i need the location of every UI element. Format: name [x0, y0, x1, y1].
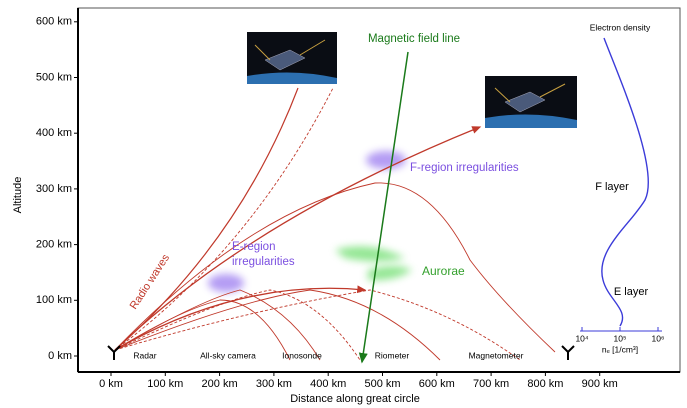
- density-tick-label: 10⁵: [614, 333, 627, 343]
- y-tick-label: 100 km: [36, 294, 72, 306]
- satellite: [485, 76, 577, 128]
- antenna: [107, 345, 121, 360]
- y-tick-label: 0 km: [48, 350, 72, 362]
- y-tick-label: 400 km: [36, 127, 72, 139]
- y-axis-title: Altitude: [12, 177, 24, 214]
- radio-rays: [114, 87, 556, 361]
- e-layer-label: E layer: [614, 286, 649, 298]
- y-tick-label: 200 km: [36, 239, 72, 251]
- density-profile: [601, 37, 649, 327]
- density-title: Electron density: [590, 22, 651, 32]
- antenna: [561, 345, 575, 360]
- e-region-blob: [208, 274, 244, 292]
- density-tick-label: 10⁴: [575, 333, 588, 343]
- instrument-label: Riometer: [375, 350, 410, 360]
- f-region-blob: [366, 151, 406, 169]
- x-tick-label: 0 km: [99, 378, 123, 390]
- y-tick-label: 500 km: [36, 71, 72, 83]
- instrument-label: Ionosonde: [282, 350, 322, 360]
- instrument-label: Radar: [133, 350, 156, 360]
- aurorae-label: Aurorae: [422, 264, 465, 278]
- instrument-label: Magnetometer: [469, 350, 524, 360]
- y-tick-label: 300 km: [36, 183, 72, 195]
- aurora-blob: [368, 266, 412, 281]
- density-axis-label: nₑ [1/cm³]: [602, 344, 638, 354]
- aurora-blob: [335, 246, 405, 262]
- x-tick-label: 900 km: [582, 378, 618, 390]
- field-line-label: Magnetic field line: [368, 33, 460, 45]
- satellite: [247, 32, 337, 84]
- field-line: [358, 51, 409, 364]
- x-tick-label: 100 km: [147, 378, 183, 390]
- x-tick-label: 200 km: [202, 378, 238, 390]
- x-tick-label: 700 km: [473, 378, 509, 390]
- x-tick-label: 300 km: [256, 378, 292, 390]
- e-region-label: E-region: [232, 241, 275, 253]
- e-region-label: irregularities: [232, 256, 295, 268]
- density-tick-label: 10⁶: [652, 333, 665, 343]
- x-tick-label: 600 km: [419, 378, 455, 390]
- f-region-label: F-region irregularities: [410, 162, 519, 174]
- instrument-label: All-sky camera: [200, 350, 256, 360]
- x-tick-label: 500 km: [364, 378, 400, 390]
- x-tick-label: 800 km: [527, 378, 563, 390]
- x-tick-label: 400 km: [310, 378, 346, 390]
- f-layer-label: F layer: [595, 181, 629, 193]
- x-axis-title: Distance along great circle: [290, 393, 420, 405]
- y-tick-label: 600 km: [36, 16, 72, 28]
